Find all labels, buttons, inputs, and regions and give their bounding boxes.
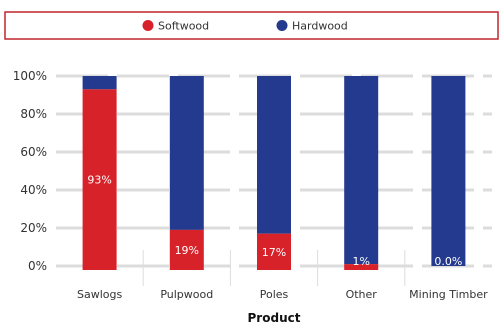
bar-hardwood-pulpwood	[169, 76, 204, 230]
bar-hardwood-sawlogs	[82, 76, 117, 90]
y-tick-label: 20%	[20, 221, 47, 235]
data-label-softwood-other: 1%	[352, 255, 369, 268]
legend-box	[4, 11, 499, 40]
bar-softwood-sawlogs	[82, 89, 117, 270]
legend-label-softwood: Softwood	[158, 20, 209, 33]
data-label-softwood-poles: 17%	[262, 246, 286, 259]
bar-hardwood-other	[344, 76, 379, 265]
x-tick-label: Mining Timber	[409, 288, 488, 301]
y-tick-label: 60%	[20, 145, 47, 159]
bar-softwood-pulpwood	[169, 229, 204, 270]
x-axis-ticks: Sawlogs Pulpwood Poles Other Mining Timber	[77, 288, 488, 301]
data-label-softwood-sawlogs: 93%	[87, 174, 111, 187]
bar-softwood-poles	[257, 233, 291, 270]
y-tick-label: 80%	[20, 107, 47, 121]
x-tick-label: Poles	[260, 288, 289, 301]
x-tick-label: Sawlogs	[77, 288, 122, 301]
y-tick-label: 0%	[28, 259, 47, 273]
bar-softwood-other	[344, 264, 379, 270]
x-axis-title: Product	[248, 311, 301, 325]
x-tick-label: Other	[346, 288, 378, 301]
bar-hardwood-poles	[257, 76, 291, 234]
data-label-softwood-pulpwood: 19%	[175, 244, 199, 257]
bars: 93% 19% 17% 1% 0.0%	[82, 76, 466, 270]
legend-swatch-softwood	[142, 20, 154, 31]
bar-hardwood-mining-timber	[431, 76, 466, 266]
data-label-softwood-mining-timber: 0.0%	[434, 255, 462, 268]
y-axis-ticks: 0% 20% 40% 60% 80% 100%	[13, 69, 47, 273]
y-tick-label: 100%	[13, 69, 47, 83]
y-tick-label: 40%	[20, 183, 47, 197]
legend: Softwood Hardwood	[4, 11, 499, 40]
x-tick-label: Pulpwood	[160, 288, 213, 301]
legend-swatch-hardwood	[276, 20, 288, 31]
legend-label-hardwood: Hardwood	[292, 20, 348, 33]
